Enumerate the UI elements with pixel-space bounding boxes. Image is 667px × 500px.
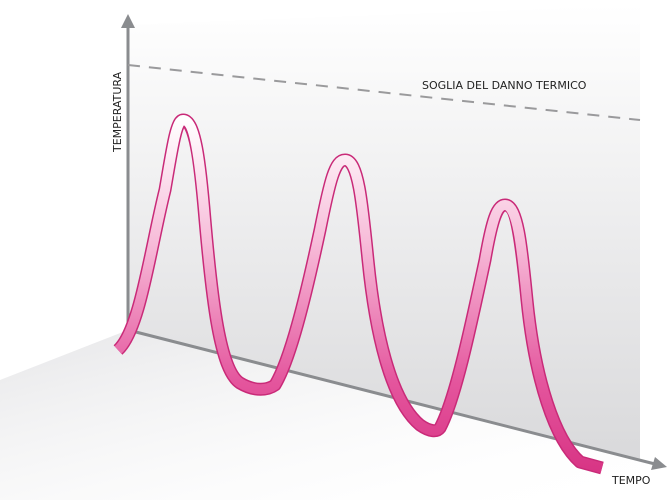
y-axis-label: TEMPERATURA bbox=[111, 71, 124, 153]
x-axis-arrow bbox=[651, 457, 667, 470]
y-axis-arrow bbox=[121, 14, 135, 28]
x-axis-label: TEMPO bbox=[611, 474, 651, 487]
threshold-label: SOGLIA DEL DANNO TERMICO bbox=[422, 79, 587, 92]
diagram: SOGLIA DEL DANNO TERMICO TEMPERATURA TEM… bbox=[0, 0, 667, 500]
